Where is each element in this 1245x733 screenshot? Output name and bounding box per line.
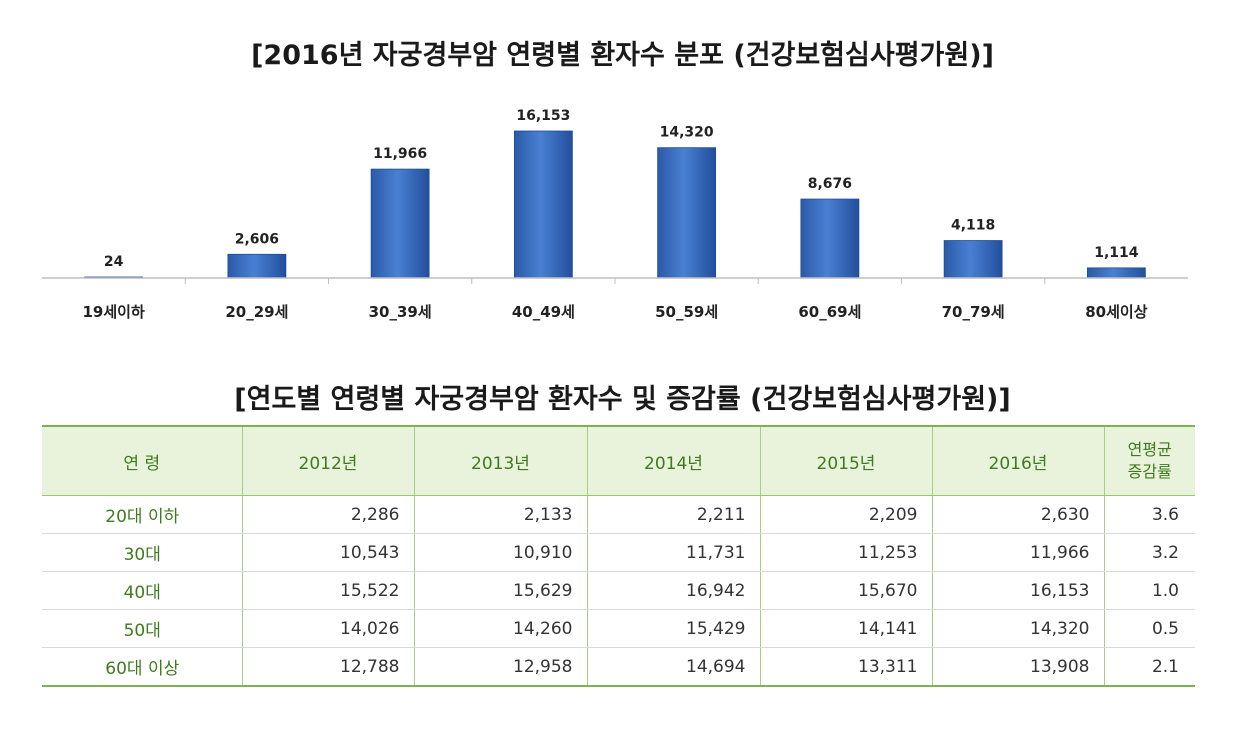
cell-value: 15,522: [241, 571, 414, 610]
bar-50_59세: [657, 147, 717, 279]
value-label: 14,320: [660, 125, 714, 141]
category-label: 20_29세: [225, 303, 288, 321]
cell-value: 14,260: [413, 609, 587, 648]
category-label: 60_69세: [798, 303, 861, 321]
cell-value: 16,153: [931, 571, 1104, 610]
header-2013: 2013년: [413, 425, 587, 496]
header-2014: 2014년: [586, 425, 760, 496]
category-label: 70_79세: [942, 303, 1005, 321]
header-age: 연 령: [42, 425, 242, 496]
cell-value: 11,253: [759, 533, 932, 572]
category-label: 19세이하: [82, 303, 144, 321]
cell-rate: 3.6: [1103, 495, 1195, 534]
cell-value: 2,286: [241, 495, 414, 534]
cell-value: 10,543: [241, 533, 414, 572]
cell-value: 12,958: [413, 647, 587, 687]
header-avg-rate-line1: 연평균: [1127, 440, 1172, 459]
value-label: 4,118: [951, 218, 995, 234]
bar-20_29세: [227, 253, 287, 279]
cell-rate: 2.1: [1103, 647, 1195, 687]
cell-value: 14,320: [931, 609, 1104, 648]
cell-rate: 0.5: [1103, 609, 1195, 648]
cell-value: 15,670: [759, 571, 932, 610]
category-label: 50_59세: [655, 303, 718, 321]
cell-value: 2,630: [931, 495, 1104, 534]
table-row: 30대 10,543 10,910 11,731 11,253 11,966 3…: [42, 533, 1195, 572]
cell-age: 20대 이하: [42, 495, 242, 534]
cell-rate: 1.0: [1103, 571, 1195, 610]
cell-value: 12,788: [241, 647, 414, 687]
header-avg-rate-line2: 증감률: [1127, 462, 1172, 481]
table-row: 40대 15,522 15,629 16,942 15,670 16,153 1…: [42, 571, 1195, 610]
cell-value: 15,629: [413, 571, 587, 610]
category-label: 80세이상: [1085, 303, 1147, 321]
value-label: 2,606: [235, 231, 279, 247]
value-label: 16,153: [516, 108, 570, 124]
cell-value: 10,910: [413, 533, 587, 572]
bar-30_39세: [370, 168, 430, 279]
bar-40_49세: [513, 130, 573, 279]
cell-value: 14,694: [586, 647, 760, 687]
table-row: 60대 이상 12,788 12,958 14,694 13,311 13,90…: [42, 647, 1195, 687]
category-label: 40_49세: [512, 303, 575, 321]
cell-value: 11,731: [586, 533, 760, 572]
chart-title: [2016년 자궁경부암 연령별 환자수 분포 (건강보험심사평가원)]: [251, 40, 994, 71]
table-row: 20대 이하 2,286 2,133 2,211 2,209 2,630 3.6: [42, 495, 1195, 534]
cell-value: 13,908: [931, 647, 1104, 687]
bar-chart: 24 2,606 11,966 16,153 14,320 8,676 4,118 1,114…: [42, 108, 1188, 321]
cell-value: 11,966: [931, 533, 1104, 572]
category-label: 30_39세: [369, 303, 432, 321]
data-table: 연 령 2012년 2013년 2014년 2015년 2016년 연평균 증감…: [42, 425, 1195, 687]
cell-value: 16,942: [586, 571, 760, 610]
bar-60_69세: [800, 198, 860, 279]
bar-80세이상: [1086, 267, 1146, 279]
data-table-container: 연 령 2012년 2013년 2014년 2015년 2016년 연평균 증감…: [42, 425, 1195, 687]
cell-age: 40대: [42, 571, 242, 610]
table-title: [연도별 연령별 자궁경부암 환자수 및 증감률 (건강보험심사평가원)]: [234, 384, 1011, 415]
cell-age: 30대: [42, 533, 242, 572]
cell-age: 60대 이상: [42, 647, 242, 687]
cell-value: 13,311: [759, 647, 932, 687]
cell-value: 14,026: [241, 609, 414, 648]
cell-value: 2,133: [413, 495, 587, 534]
cell-value: 2,211: [586, 495, 760, 534]
value-label: 8,676: [808, 176, 852, 192]
cell-value: 2,209: [759, 495, 932, 534]
cell-age: 50대: [42, 609, 242, 648]
header-2016: 2016년: [931, 425, 1104, 496]
header-2012: 2012년: [241, 425, 414, 496]
value-label: 11,966: [373, 146, 427, 162]
cell-rate: 3.2: [1103, 533, 1195, 572]
cell-value: 15,429: [586, 609, 760, 648]
table-header-row: 연 령 2012년 2013년 2014년 2015년 2016년 연평균 증감…: [42, 425, 1195, 496]
table-row: 50대 14,026 14,260 15,429 14,141 14,320 0…: [42, 609, 1195, 648]
header-avg-rate: 연평균 증감률: [1103, 425, 1195, 496]
bar-70_79세: [943, 240, 1003, 279]
value-label: 1,114: [1094, 245, 1139, 261]
cell-value: 14,141: [759, 609, 932, 648]
header-2015: 2015년: [759, 425, 932, 496]
value-label: 24: [104, 254, 124, 270]
